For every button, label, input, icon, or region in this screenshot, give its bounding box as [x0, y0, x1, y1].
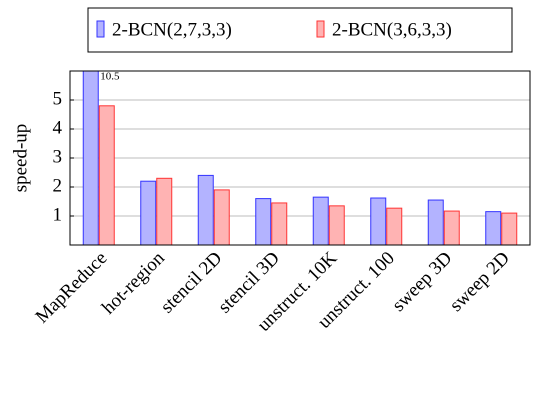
y-tick-label: 2	[53, 175, 63, 196]
bar	[443, 210, 460, 245]
legend-label: 2-BCN(2,7,3,3)	[112, 19, 232, 40]
bar	[255, 198, 272, 245]
legend-box	[87, 7, 513, 53]
bar	[427, 199, 444, 245]
bar	[98, 105, 115, 245]
bar	[370, 197, 387, 245]
bar	[156, 177, 173, 245]
y-axis-label: speed-up	[10, 124, 31, 193]
x-tick-label: sweep 3D	[388, 248, 456, 316]
x-tick-label: hot-region	[98, 247, 169, 318]
bar	[82, 71, 99, 245]
bar	[213, 189, 230, 245]
y-tick-label: 3	[53, 146, 63, 167]
bar	[501, 212, 518, 245]
bar	[312, 196, 329, 245]
legend-marker	[316, 20, 325, 38]
bar	[328, 205, 345, 245]
legend-marker	[96, 20, 105, 38]
bar	[197, 174, 214, 245]
bar	[485, 211, 502, 245]
x-tick-label: stencil 2D	[157, 248, 227, 318]
x-tick-label: sweep 2D	[446, 248, 514, 316]
legend-label: 2-BCN(3,6,3,3)	[332, 19, 452, 40]
bar	[271, 202, 288, 245]
x-tick-label: MapReduce	[32, 248, 112, 328]
bar	[386, 207, 403, 245]
bar	[140, 180, 157, 245]
y-tick-label: 4	[53, 117, 63, 138]
value-label: 10.5	[100, 71, 120, 83]
y-tick-label: 1	[53, 204, 63, 225]
y-tick-label: 5	[53, 88, 63, 109]
